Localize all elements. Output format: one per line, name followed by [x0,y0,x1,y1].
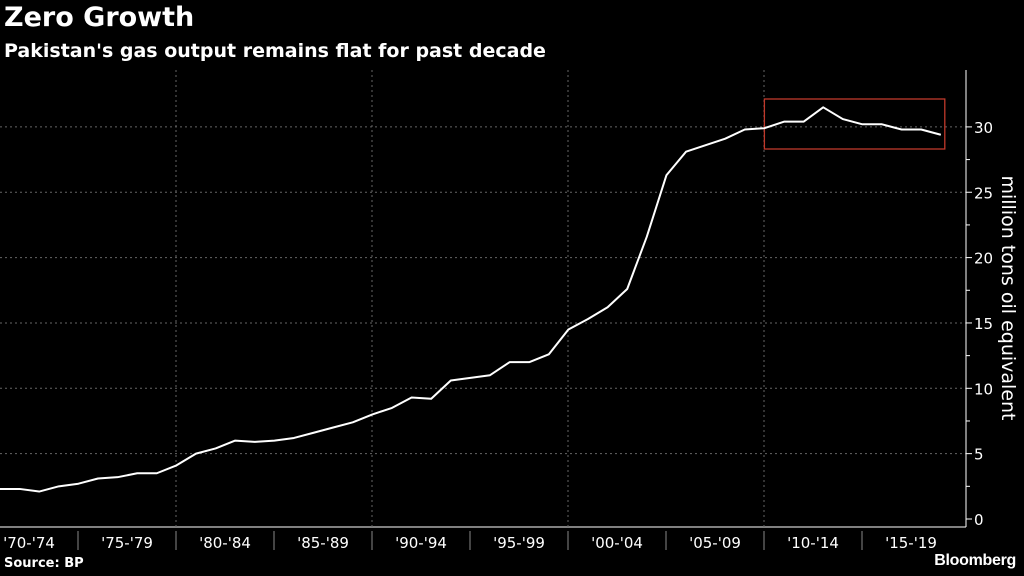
x-tick-label: '75-'79 [101,534,153,552]
y-tick-label: 0 [974,511,984,529]
x-tick-label: '15-'19 [885,534,937,552]
y-tick-label: 20 [974,250,993,268]
x-tick-label: '95-'99 [493,534,545,552]
y-tick-label: 25 [974,184,993,202]
series-line-gas-output [0,106,942,493]
y-axis-label: million tons oil equivalent [997,175,1019,420]
y-tick-label: 10 [974,380,993,398]
x-tick-label: '80-'84 [199,534,251,552]
x-tick-label: '70-'74 [3,534,55,552]
x-tick-label: '00-'04 [591,534,643,552]
chart-subtitle: Pakistan's gas output remains flat for p… [4,40,546,62]
chart-title: Zero Growth [4,2,195,33]
bloomberg-logo: Bloomberg [934,552,1016,569]
y-tick-label: 15 [974,315,993,333]
x-tick-label: '10-'14 [787,534,839,552]
source-note: Source: BP [4,556,84,571]
highlight-box [763,98,946,150]
x-tick-label: '85-'89 [297,534,349,552]
x-tick-label: '05-'09 [689,534,741,552]
y-tick-label: 5 [974,446,984,464]
y-tick-label: 30 [974,119,993,137]
x-tick-label: '90-'94 [395,534,447,552]
